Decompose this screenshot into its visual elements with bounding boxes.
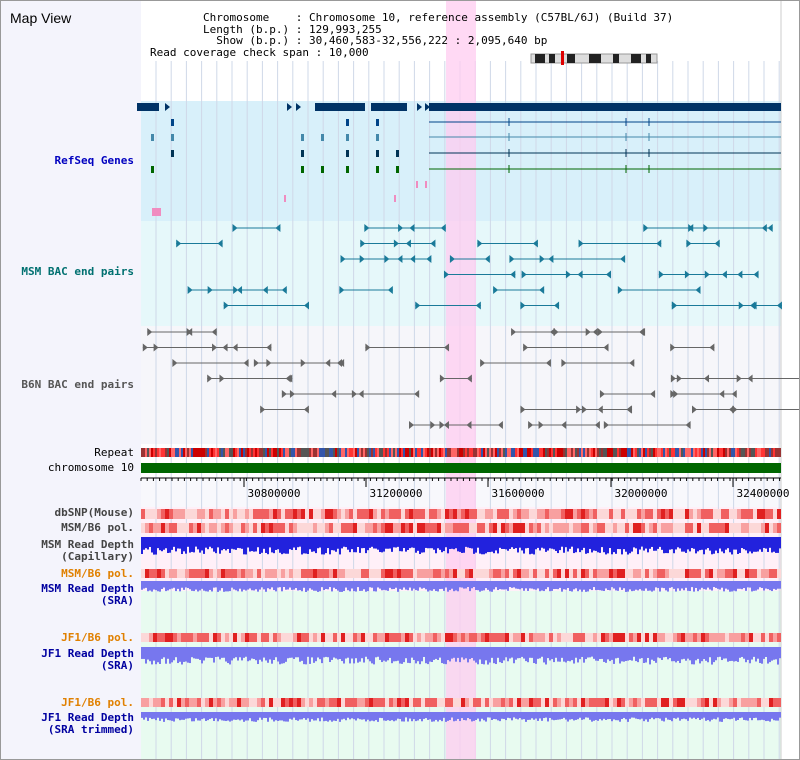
axis-tick-label: 32000000 — [615, 487, 668, 500]
jf1-depth-sra — [141, 647, 781, 665]
jf1-depth-trim-line2: (SRA trimmed) — [47, 723, 134, 736]
msm-depth-sra — [141, 581, 781, 592]
msm-depth-sra-line1: MSM Read Depth — [41, 582, 134, 595]
grid-lines — [155, 61, 780, 759]
track-label-panel — [1, 1, 141, 759]
axis: 30800000 31200000 31600000 32000000 32400000 — [140, 477, 790, 500]
length-value: 129,993,255 — [308, 22, 382, 36]
repeat-track — [141, 448, 781, 457]
chromosome-value: Chromosome 10, reference assembly (C57BL… — [308, 11, 674, 24]
track-label-jf1-pol-2[interactable]: JF1/B6 pol. — [61, 696, 134, 709]
axis-tick-label: 30800000 — [248, 487, 301, 500]
msm-pol-strip-2 — [141, 569, 781, 578]
track-label-jf1-depth-sra[interactable]: JF1 Read Depth (SRA) — [41, 648, 134, 672]
chromosome-key: Chromosome — [202, 11, 270, 24]
axis-tick-label: 31200000 — [370, 487, 423, 500]
track-label-repeat[interactable]: Repeat — [94, 446, 134, 459]
ideogram-position-marker — [561, 51, 564, 65]
track-label-b6n-bac[interactable]: B6N BAC end pairs — [21, 378, 134, 391]
axis-tick-label: 32400000 — [737, 487, 790, 500]
track-label-refseq[interactable]: RefSeq Genes — [54, 154, 134, 167]
b6n-bac-pairs — [142, 328, 799, 429]
track-label-msm-bac[interactable]: MSM BAC end pairs — [21, 265, 134, 278]
msm-depth-capillary — [141, 537, 781, 555]
jf1-depth-trimmed — [141, 712, 781, 722]
length-key: Length (b.p.) — [202, 22, 290, 36]
jf1-depth-sra-line2: (SRA) — [100, 659, 134, 672]
track-label-msm-pol-2[interactable]: MSM/B6 pol. — [61, 567, 134, 580]
track-label-msm-depth-cap[interactable]: MSM Read Depth (Capillary) — [41, 539, 134, 563]
jf1-depth-sra-line1: JF1 Read Depth — [41, 647, 134, 660]
track-label-msm-pol-1[interactable]: MSM/B6 pol. — [61, 521, 134, 534]
track-label-dbsnp[interactable]: dbSNP(Mouse) — [54, 506, 134, 519]
track-label-msm-depth-sra[interactable]: MSM Read Depth (SRA) — [41, 583, 134, 607]
jf1-pol-strip-2 — [141, 698, 781, 707]
axis-tick-label: 31600000 — [492, 487, 545, 500]
msm-pol-strip-1 — [141, 523, 781, 533]
msm-bac-pairs — [176, 224, 782, 310]
track-label-jf1-depth-trim[interactable]: JF1 Read Depth (SRA trimmed) — [41, 712, 134, 736]
msm-depth-cap-line2: (Capillary) — [61, 550, 134, 563]
page-title: Map View — [10, 10, 72, 26]
coverage-value: 10,000 — [328, 45, 369, 59]
msm-depth-sra-line2: (SRA) — [100, 594, 134, 607]
track-label-jf1-pol-1[interactable]: JF1/B6 pol. — [61, 631, 134, 644]
jf1-depth-trim-line1: JF1 Read Depth — [41, 711, 134, 724]
track-label-chromosome[interactable]: chromosome 10 — [47, 461, 134, 474]
header-info: Chromosome : Chromosome 10, reference as… — [150, 11, 674, 59]
dbsnp-strip — [141, 509, 781, 519]
refseq-genes — [137, 103, 781, 216]
chromosome-bar — [141, 463, 781, 473]
msm-depth-cap-line1: MSM Read Depth — [41, 538, 134, 551]
chromosome-ideogram — [530, 51, 658, 65]
refseq-feature-pink — [152, 208, 161, 216]
show-key: Show (b.p.) — [216, 34, 290, 47]
coverage-key: Read coverage check span — [150, 45, 309, 59]
show-value: 30,460,583-32,556,222 : 2,095,640 bp — [308, 34, 548, 47]
jf1-pol-strip-1 — [141, 633, 781, 642]
